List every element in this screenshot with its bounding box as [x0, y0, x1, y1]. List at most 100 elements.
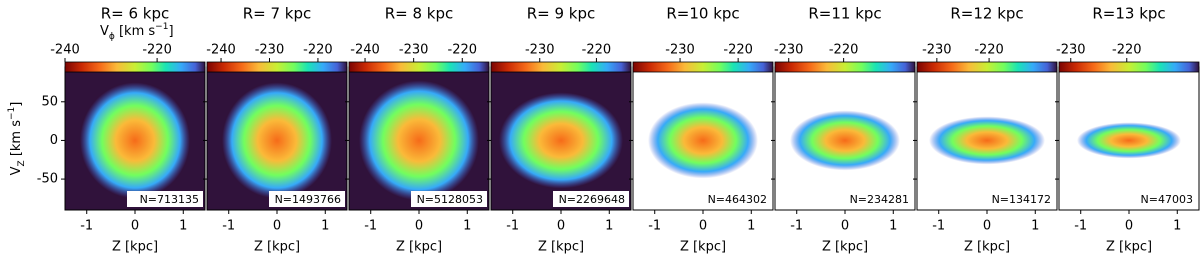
annotation-box — [837, 191, 913, 207]
x-tick-label: 1 — [747, 219, 755, 234]
panel-title: R=13 kpc — [1092, 5, 1165, 23]
annotation-box — [411, 191, 487, 207]
panel-title: R= 8 kpc — [385, 5, 454, 23]
density-map — [80, 82, 190, 199]
annotation-box — [269, 191, 345, 207]
x-tick-label: 0 — [415, 219, 423, 234]
x-tick-label: 0 — [273, 219, 281, 234]
x-axis-label: Z [kpc] — [112, 240, 158, 255]
x-tick-label: -1 — [932, 219, 945, 234]
x-axis-label: Z [kpc] — [538, 240, 584, 255]
y-axis-label-part: [km s — [9, 120, 24, 161]
colorbar-tick-label: -230 — [525, 43, 555, 58]
panel-title: R=12 kpc — [950, 5, 1023, 23]
colorbar-tick-label: -220 — [142, 43, 172, 58]
x-tick-label: -1 — [222, 219, 235, 234]
colorbar — [490, 61, 632, 73]
annotation-box — [127, 191, 203, 207]
x-tick-label: 0 — [699, 219, 707, 234]
panel-title: R=10 kpc — [666, 5, 739, 23]
colorbar-tick-label: -220 — [448, 43, 478, 58]
annotation: N=1493766 — [275, 193, 341, 206]
colorbar-tick-label: -240 — [206, 43, 236, 58]
annotation: N=47003 — [1141, 193, 1193, 206]
y-axis-label: VZ [km s−1] — [7, 102, 27, 176]
annotation: N=2269648 — [559, 193, 625, 206]
colorbar-label-part: ] — [168, 24, 173, 39]
density-map — [499, 92, 623, 189]
x-tick-label: -1 — [648, 219, 661, 234]
x-tick-label: 0 — [983, 219, 991, 234]
colorbar-tick-label: -220 — [582, 43, 612, 58]
colorbar-label-part: −1 — [155, 22, 168, 32]
annotation: N=5128053 — [417, 193, 483, 206]
colorbar-tick-label: -220 — [1112, 43, 1142, 58]
colorbar-tick-label: -240 — [50, 43, 80, 58]
density-map — [648, 102, 758, 179]
colorbar-tick-label: -230 — [665, 43, 695, 58]
y-tick-label: -50 — [37, 172, 58, 187]
colorbar — [774, 61, 916, 73]
colorbar — [64, 61, 206, 73]
x-tick-label: 1 — [605, 219, 613, 234]
colorbar-tick-label: -230 — [774, 43, 804, 58]
annotation: N=234281 — [850, 193, 909, 206]
colorbar — [1058, 61, 1200, 73]
density-map — [222, 82, 332, 199]
colorbar-label: Vϕ [km s−1] — [100, 22, 174, 42]
x-axis-label: Z [kpc] — [254, 240, 300, 255]
y-tick-label: 50 — [41, 94, 58, 109]
density-map — [790, 110, 900, 171]
colorbar-tick-label: -240 — [350, 43, 380, 58]
x-tick-label: -1 — [364, 219, 377, 234]
colorbar-label-part: ϕ — [109, 32, 115, 42]
x-tick-label: -1 — [506, 219, 519, 234]
colorbar-tick-label: -220 — [829, 43, 859, 58]
y-axis-label-part: −1 — [7, 107, 17, 120]
y-axis-label-part: ] — [9, 102, 24, 107]
density-map — [1077, 122, 1181, 159]
x-tick-label: -1 — [1074, 219, 1087, 234]
x-axis-label: Z [kpc] — [680, 240, 726, 255]
x-tick-label: 1 — [889, 219, 897, 234]
annotation: N=713135 — [140, 193, 199, 206]
colorbar-tick-label: -230 — [399, 43, 429, 58]
colorbar — [206, 61, 348, 73]
annotation-box — [695, 191, 771, 207]
colorbar-tick-label: -220 — [303, 43, 333, 58]
annotation: N=134172 — [992, 193, 1051, 206]
x-tick-label: 1 — [1173, 219, 1181, 234]
colorbar-tick-label: -230 — [255, 43, 285, 58]
x-tick-label: 0 — [131, 219, 139, 234]
x-tick-label: 1 — [1031, 219, 1039, 234]
y-tick-label: 0 — [50, 133, 58, 148]
x-tick-label: -1 — [790, 219, 803, 234]
panel-title: R= 9 kpc — [527, 5, 596, 23]
colorbar-label-part: [km s — [115, 24, 156, 39]
x-tick-label: 1 — [179, 219, 187, 234]
annotation-box — [553, 191, 629, 207]
x-tick-label: 0 — [841, 219, 849, 234]
colorbar-label-part: V — [100, 24, 109, 39]
colorbar-tick-label: -220 — [723, 43, 753, 58]
panel-title: R= 7 kpc — [243, 5, 312, 23]
x-tick-label: 0 — [557, 219, 565, 234]
x-tick-label: 1 — [321, 219, 329, 234]
panel-title: R= 6 kpc — [101, 5, 170, 23]
annotation: N=464302 — [708, 193, 767, 206]
x-tick-label: -1 — [80, 219, 93, 234]
density-map — [929, 116, 1045, 165]
colorbar-tick-label: -220 — [974, 43, 1004, 58]
colorbar — [632, 61, 774, 73]
density-map — [359, 80, 479, 201]
colorbar — [916, 61, 1058, 73]
annotation-box — [1121, 191, 1197, 207]
x-tick-label: 1 — [463, 219, 471, 234]
x-axis-label: Z [kpc] — [822, 240, 868, 255]
y-axis-label-part: V — [9, 166, 24, 175]
colorbar-tick-label: -230 — [922, 43, 952, 58]
y-axis-label-part: Z — [17, 160, 27, 166]
x-axis-label: Z [kpc] — [1106, 240, 1152, 255]
x-axis-label: Z [kpc] — [964, 240, 1010, 255]
